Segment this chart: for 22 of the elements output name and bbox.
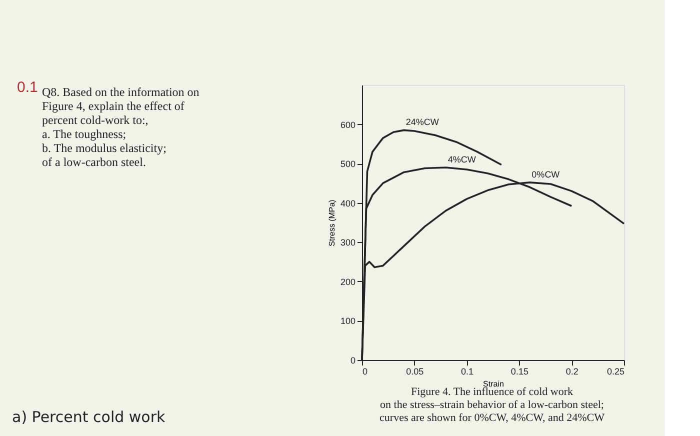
- x-tick-label: 0.2: [566, 366, 578, 376]
- x-axis-title: Strain: [483, 380, 504, 388]
- series-label: 0%CW: [532, 169, 560, 180]
- x-tick-label: 0.05: [406, 366, 424, 376]
- y-tick-label: 200: [340, 276, 356, 287]
- y-tick-label: 400: [340, 198, 356, 208]
- series-label: 24%CW: [406, 117, 440, 128]
- y-tick-label: 100: [340, 316, 356, 326]
- x-tick-label: 0.15: [510, 366, 528, 376]
- series-label: 4%CW: [448, 154, 476, 164]
- caption: Figure 4. The influence of cold work on the stress–strain behavior of a low-carbon steel; curves are shown for 0%CW, 4%CW, and 24%CW: [380, 386, 606, 424]
- x-tick-label: 0.25: [606, 366, 624, 376]
- y-axis-title: Stress (MPa): [327, 199, 336, 246]
- text: Q8. Based on the information on Figure 4, explain the effect of percent cold-work to:, a. The toughness; b. The modulus elasticity; of a low-carbon steel.: [42, 85, 200, 169]
- text: a) Percent cold work: [12, 408, 166, 426]
- y-tick-label: 600: [340, 120, 356, 130]
- x-tick-label: 0: [362, 366, 368, 376]
- x-tick-label: 0.1: [461, 366, 474, 376]
- text: 0.1: [17, 79, 38, 96]
- y-tick-label: 0: [350, 356, 356, 366]
- y-tick-label: 500: [340, 159, 356, 170]
- y-tick-label: 300: [340, 238, 356, 248]
